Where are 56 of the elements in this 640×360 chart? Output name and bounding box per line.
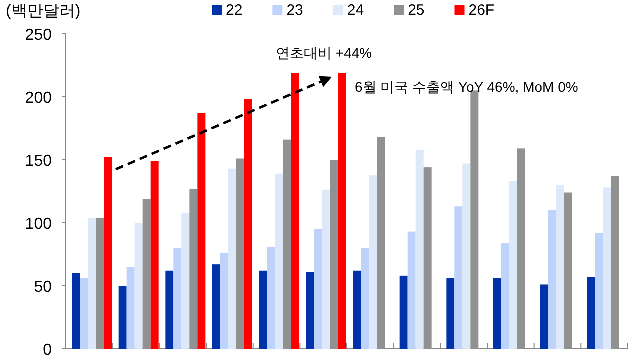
bar <box>603 188 612 349</box>
bar <box>244 100 252 349</box>
bar <box>400 276 408 349</box>
bar <box>88 218 96 349</box>
legend-label: 25 <box>408 2 425 19</box>
bar <box>150 161 159 349</box>
bar <box>595 233 604 349</box>
bar <box>454 206 463 349</box>
bar <box>446 278 455 349</box>
bar <box>322 190 330 349</box>
y-tick-label: 0 <box>43 342 52 359</box>
bar <box>134 223 143 349</box>
bar <box>494 278 502 349</box>
bar <box>126 267 135 349</box>
legend-label: 26F <box>468 2 495 19</box>
bar <box>510 181 518 349</box>
y-tick-label: 150 <box>25 153 52 170</box>
bar <box>80 278 88 349</box>
bar <box>306 272 314 349</box>
bar <box>548 210 556 349</box>
annotation: 연초대비 +44% <box>276 45 372 61</box>
bar <box>540 284 548 349</box>
bar <box>220 253 228 349</box>
bar <box>182 212 190 349</box>
bar <box>259 270 268 349</box>
bar <box>267 246 276 349</box>
bar <box>556 185 564 349</box>
bar <box>462 164 471 349</box>
bar <box>228 168 236 349</box>
bar <box>338 73 346 349</box>
bar <box>353 270 361 349</box>
bar <box>72 273 80 349</box>
y-tick-label: 250 <box>25 27 52 44</box>
bar <box>174 248 182 349</box>
bar <box>118 286 127 349</box>
y-axis-title: (백만달러) <box>6 3 81 20</box>
bar <box>291 73 300 349</box>
bar <box>104 157 112 349</box>
bar <box>369 175 377 349</box>
bar <box>408 232 416 349</box>
bar <box>275 174 284 349</box>
bar <box>314 229 322 349</box>
bar <box>166 270 174 349</box>
y-tick-label: 100 <box>25 216 52 233</box>
legend-label: 23 <box>286 2 304 19</box>
bar <box>502 243 510 349</box>
bar <box>198 113 206 349</box>
bar <box>416 150 424 349</box>
annotation: 6월 미국 수출액 YoY 46%, MoM 0% <box>355 79 578 95</box>
bar <box>212 264 220 349</box>
legend-label: 24 <box>347 2 364 19</box>
y-tick-label: 200 <box>25 90 52 107</box>
bar <box>587 277 596 349</box>
bar <box>361 248 369 349</box>
legend-label: 22 <box>226 2 243 19</box>
y-tick-label: 50 <box>34 279 52 296</box>
